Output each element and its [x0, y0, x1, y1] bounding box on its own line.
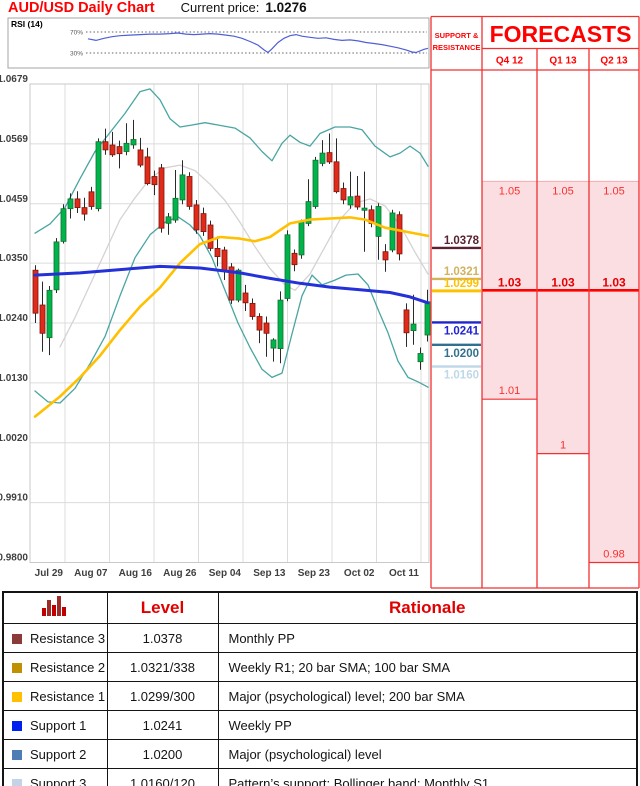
table-row: Support 1 1.0241 Weekly PP — [2, 710, 638, 740]
price-chart-figure: 1.0679 1.0569 1.0459 1.0350 1.0240 1.0130 1.00… — [0, 15, 640, 589]
svg-text:RSI (14): RSI (14) — [11, 19, 43, 29]
level-rationale: Weekly R1; 20 bar SMA; 100 bar SMA — [217, 652, 638, 682]
svg-text:1.05: 1.05 — [552, 185, 573, 197]
svg-text:FORECASTS: FORECASTS — [490, 21, 632, 47]
table-row: Resistance 3 1.0378 Monthly PP — [2, 623, 638, 653]
level-name-cell: Resistance 3 — [2, 623, 108, 653]
svg-text:0.9800: 0.9800 — [0, 553, 28, 564]
svg-text:1.0378: 1.0378 — [444, 235, 480, 247]
svg-text:RESISTANCE: RESISTANCE — [433, 43, 481, 52]
level-name-cell: Support 3 — [2, 768, 108, 786]
svg-text:Oct 11: Oct 11 — [389, 568, 419, 579]
level-value: 1.0321/338 — [106, 652, 219, 682]
svg-text:1.0160: 1.0160 — [444, 370, 479, 382]
svg-text:Jul 29: Jul 29 — [35, 568, 64, 579]
svg-text:0.9910: 0.9910 — [0, 493, 28, 504]
level-rationale: Major (psychological) level — [217, 739, 638, 769]
level-rationale: Major (psychological) level; 200 bar SMA — [217, 681, 638, 711]
bar-chart-icon — [42, 596, 67, 616]
level-name: Resistance 2 — [30, 659, 106, 675]
level-value: 1.0200 — [106, 739, 219, 769]
svg-text:Aug 26: Aug 26 — [163, 568, 197, 579]
level-color-swatch — [12, 778, 22, 786]
svg-text:1.01: 1.01 — [499, 385, 520, 397]
svg-text:30%: 30% — [70, 51, 83, 58]
level-column-header: Level — [106, 591, 219, 624]
svg-text:1: 1 — [560, 440, 566, 452]
svg-text:70%: 70% — [70, 30, 83, 37]
svg-text:Sep 23: Sep 23 — [298, 568, 331, 579]
level-color-swatch — [12, 691, 22, 702]
table-row: Support 2 1.0200 Major (psychological) lev… — [2, 739, 638, 769]
svg-text:Aug 07: Aug 07 — [74, 568, 108, 579]
svg-text:1.03: 1.03 — [551, 275, 575, 289]
level-name: Support 3 — [30, 775, 87, 786]
svg-text:Sep 04: Sep 04 — [209, 568, 242, 579]
svg-text:Oct 02: Oct 02 — [344, 568, 375, 579]
svg-text:SUPPORT &: SUPPORT & — [435, 31, 479, 40]
svg-text:1.0350: 1.0350 — [0, 253, 28, 264]
chart-icon-cell — [2, 591, 108, 624]
svg-text:1.03: 1.03 — [498, 275, 522, 289]
level-name-cell: Support 1 — [2, 710, 108, 740]
svg-text:0.98: 0.98 — [603, 549, 624, 561]
chart-title: AUD/USD Daily Chart — [8, 0, 155, 16]
svg-text:Q2 13: Q2 13 — [600, 56, 628, 67]
svg-text:1.05: 1.05 — [499, 185, 520, 197]
svg-text:1.0569: 1.0569 — [0, 134, 28, 145]
svg-text:Q4 12: Q4 12 — [496, 56, 524, 67]
table-row: Resistance 1 1.0299/300 Major (psychologic… — [2, 681, 638, 711]
level-name: Resistance 1 — [30, 688, 106, 704]
level-rationale: Pattern’s support; Bollinger band; Month… — [217, 768, 638, 786]
level-value: 1.0299/300 — [106, 681, 219, 711]
level-rationale: Monthly PP — [217, 623, 638, 653]
level-name-cell: Support 2 — [2, 739, 108, 769]
level-color-swatch — [12, 720, 22, 731]
svg-text:1.0299: 1.0299 — [444, 278, 479, 290]
svg-text:1.0130: 1.0130 — [0, 373, 28, 384]
level-color-swatch — [12, 662, 22, 673]
table-header-row: Level Rationale — [2, 591, 638, 624]
table-row: Support 3 1.0160/120 Pattern’s support; Bo… — [2, 768, 638, 786]
svg-text:1.0321: 1.0321 — [444, 266, 480, 278]
level-name-cell: Resistance 1 — [2, 681, 108, 711]
svg-text:1.0240: 1.0240 — [0, 313, 28, 324]
svg-text:1.0200: 1.0200 — [444, 348, 479, 360]
levels-table: Level Rationale Resistance 3 1.0378 Monthl… — [2, 591, 638, 786]
level-color-swatch — [12, 749, 22, 760]
rationale-column-header: Rationale — [217, 591, 638, 624]
svg-text:1.0679: 1.0679 — [0, 74, 28, 85]
level-name: Support 2 — [30, 746, 87, 762]
level-value: 1.0160/120 — [106, 768, 219, 786]
svg-text:1.0459: 1.0459 — [0, 194, 28, 205]
current-price-label: Current price: — [180, 0, 260, 15]
level-name-cell: Resistance 2 — [2, 652, 108, 682]
svg-text:Q1 13: Q1 13 — [549, 56, 577, 67]
svg-text:1.05: 1.05 — [603, 185, 624, 197]
svg-text:1.0241: 1.0241 — [444, 325, 480, 337]
level-rationale: Weekly PP — [217, 710, 638, 740]
level-name: Support 1 — [30, 717, 87, 733]
svg-text:Sep 13: Sep 13 — [253, 568, 286, 579]
level-value: 1.0241 — [106, 710, 219, 740]
svg-text:Aug 16: Aug 16 — [119, 568, 153, 579]
svg-text:1.03: 1.03 — [602, 275, 626, 289]
level-value: 1.0378 — [106, 623, 219, 653]
current-price-value: 1.0276 — [265, 0, 307, 15]
svg-text:1.0020: 1.0020 — [0, 433, 28, 444]
title-bar: AUD/USD Daily Chart Current price: 1.027… — [8, 0, 307, 17]
table-row: Resistance 2 1.0321/338 Weekly R1; 20 bar … — [2, 652, 638, 682]
level-name: Resistance 3 — [30, 630, 106, 646]
level-color-swatch — [12, 633, 22, 644]
